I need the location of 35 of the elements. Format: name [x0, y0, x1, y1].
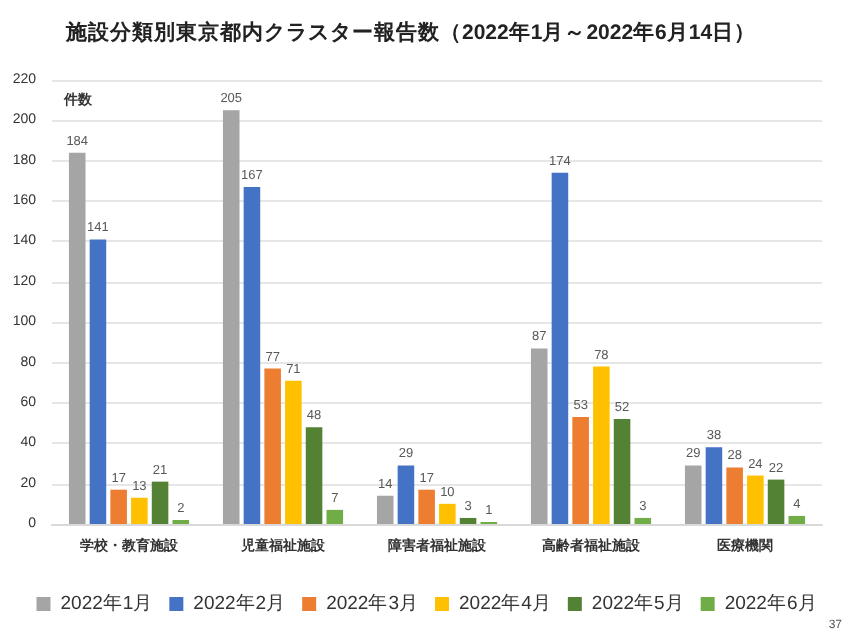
bar	[767, 479, 785, 524]
bar	[439, 503, 456, 524]
bar	[593, 366, 610, 524]
bar	[634, 517, 652, 524]
bar	[705, 447, 723, 524]
bar	[131, 497, 148, 524]
bar	[788, 515, 806, 524]
bar	[285, 380, 302, 524]
bar	[264, 368, 281, 524]
bar	[684, 465, 702, 524]
legend-label: 2022年2月	[193, 591, 287, 615]
bar	[89, 239, 107, 524]
bar	[747, 475, 764, 524]
bar	[418, 489, 435, 524]
bar	[305, 427, 323, 524]
bar	[151, 481, 169, 524]
legend-label: 2022年5月	[591, 591, 685, 615]
bar	[68, 152, 86, 524]
bar	[551, 172, 569, 524]
bar	[243, 186, 261, 524]
bar	[572, 417, 589, 524]
bar	[376, 495, 394, 524]
bar	[397, 465, 415, 524]
bar	[613, 419, 631, 524]
legend-label: 2022年6月	[724, 591, 818, 615]
bar	[726, 467, 743, 524]
chart-title: 施設分類別東京都内クラスター報告数（2022年1月～2022年6月14日）	[64, 19, 757, 45]
bar	[530, 348, 548, 524]
legend-label: 2022年1月	[60, 591, 154, 615]
bar	[222, 110, 240, 524]
bar	[326, 509, 344, 524]
legend-label: 2022年4月	[459, 591, 552, 615]
bar	[459, 517, 477, 524]
bar	[110, 489, 127, 524]
legend-label: 2022年3月	[326, 591, 420, 615]
